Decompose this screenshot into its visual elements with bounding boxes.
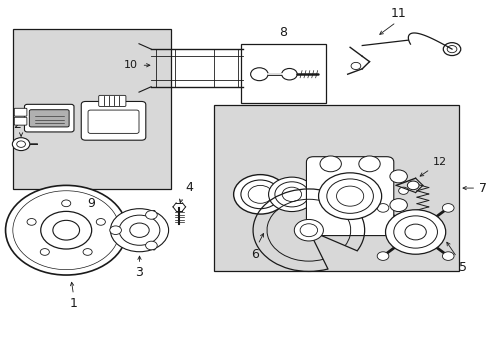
Text: 5: 5 <box>458 261 467 274</box>
Text: 11: 11 <box>390 8 406 21</box>
Text: 12: 12 <box>432 157 446 167</box>
Circle shape <box>407 181 418 190</box>
Circle shape <box>281 68 297 80</box>
Circle shape <box>376 252 388 260</box>
Bar <box>214 105 458 271</box>
Circle shape <box>294 220 323 241</box>
Text: 9: 9 <box>87 197 96 210</box>
Circle shape <box>393 216 437 248</box>
FancyBboxPatch shape <box>14 108 27 116</box>
Circle shape <box>300 224 317 237</box>
Text: 7: 7 <box>478 181 486 194</box>
Circle shape <box>5 185 126 275</box>
Bar <box>241 44 325 103</box>
Bar <box>13 30 170 189</box>
Circle shape <box>83 249 92 255</box>
FancyBboxPatch shape <box>29 110 69 127</box>
Circle shape <box>282 187 301 202</box>
Circle shape <box>110 226 121 234</box>
Circle shape <box>248 185 272 203</box>
Circle shape <box>442 252 453 260</box>
Circle shape <box>233 175 286 214</box>
Circle shape <box>27 219 36 225</box>
Circle shape <box>40 249 49 255</box>
FancyBboxPatch shape <box>81 102 145 140</box>
Circle shape <box>110 209 168 252</box>
Circle shape <box>398 187 407 194</box>
Circle shape <box>13 191 120 270</box>
Circle shape <box>389 170 407 183</box>
Circle shape <box>61 200 71 207</box>
Circle shape <box>268 177 315 212</box>
Text: 4: 4 <box>184 181 193 194</box>
Circle shape <box>41 211 91 249</box>
Circle shape <box>319 156 341 172</box>
FancyBboxPatch shape <box>88 110 139 134</box>
Text: 10: 10 <box>124 60 138 70</box>
Circle shape <box>358 156 379 172</box>
Circle shape <box>53 220 80 240</box>
Circle shape <box>318 173 381 220</box>
Text: 2: 2 <box>13 117 21 131</box>
Text: 6: 6 <box>251 248 259 261</box>
Circle shape <box>446 45 456 53</box>
Circle shape <box>389 199 407 212</box>
Circle shape <box>145 211 157 219</box>
FancyBboxPatch shape <box>24 104 74 132</box>
Circle shape <box>17 141 25 147</box>
Circle shape <box>96 219 105 225</box>
Circle shape <box>241 180 279 209</box>
Circle shape <box>336 186 363 206</box>
Circle shape <box>250 68 267 81</box>
Circle shape <box>326 179 373 213</box>
Text: 1: 1 <box>69 297 77 310</box>
Circle shape <box>129 223 149 237</box>
Circle shape <box>274 182 308 207</box>
FancyBboxPatch shape <box>14 117 27 125</box>
Text: 3: 3 <box>135 266 143 279</box>
Circle shape <box>350 62 360 69</box>
Circle shape <box>404 224 426 240</box>
Text: 8: 8 <box>279 26 287 40</box>
Circle shape <box>385 210 445 254</box>
Circle shape <box>145 241 157 250</box>
Circle shape <box>443 42 460 55</box>
FancyBboxPatch shape <box>99 95 125 107</box>
Circle shape <box>442 204 453 212</box>
Circle shape <box>119 215 160 245</box>
FancyBboxPatch shape <box>306 157 393 235</box>
Circle shape <box>376 204 388 212</box>
Circle shape <box>12 138 30 150</box>
